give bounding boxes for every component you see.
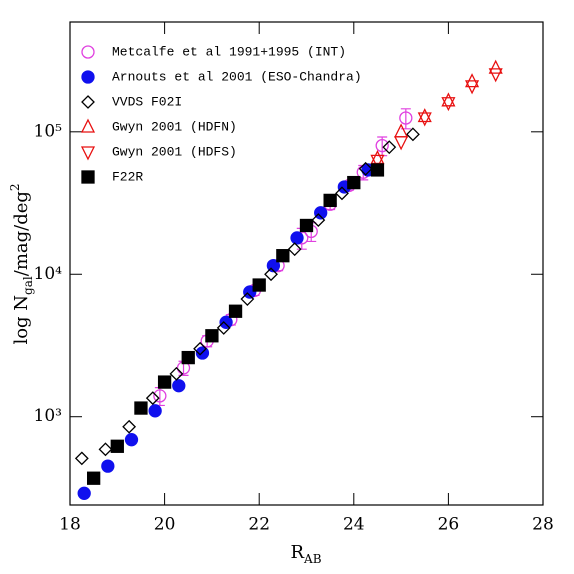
point <box>323 193 337 208</box>
y-tick-label: 10³ <box>34 406 62 426</box>
point <box>181 350 195 365</box>
legend-marker <box>81 70 95 84</box>
point <box>347 175 361 190</box>
x-tick-label: 28 <box>532 515 554 535</box>
point <box>417 112 432 127</box>
point <box>335 186 349 201</box>
x-tick-label: 20 <box>154 515 176 535</box>
x-tick-label: 26 <box>438 515 460 535</box>
legend-marker <box>80 118 96 133</box>
point <box>441 97 456 112</box>
point <box>148 404 162 418</box>
point <box>110 439 124 453</box>
y-axis-label: log Ngal/mag/deg2 <box>8 183 35 344</box>
point <box>98 442 113 457</box>
legend-label: Metcalfe et al 1991+1995 (INT) <box>112 44 346 59</box>
y-tick-label: 10⁵ <box>34 121 63 141</box>
point <box>153 389 167 403</box>
y-label-sup: 2 <box>8 183 22 191</box>
legend-label: Gwyn 2001 (HDFS) <box>112 144 237 159</box>
point <box>205 329 219 343</box>
point <box>382 140 397 155</box>
point <box>290 231 304 245</box>
point <box>370 163 385 177</box>
point <box>87 471 101 485</box>
point <box>122 419 137 434</box>
y-label-rest: /mag/deg <box>11 191 32 276</box>
point <box>314 206 328 220</box>
point <box>406 127 420 142</box>
y-tick-label: 10⁴ <box>34 264 63 284</box>
point <box>311 213 326 228</box>
x-label-sub: AB <box>303 552 322 566</box>
point <box>77 486 91 500</box>
point <box>193 341 207 356</box>
point <box>252 278 266 292</box>
legend-label: VVDS F02I <box>112 94 182 109</box>
point <box>375 138 389 153</box>
point <box>417 108 432 123</box>
legend-label: Arnouts et al 2001 (ESO-Chandra) <box>112 69 362 84</box>
point <box>358 161 373 176</box>
point <box>74 451 89 466</box>
point <box>441 92 456 107</box>
point <box>464 80 480 95</box>
point <box>287 242 302 257</box>
point <box>228 304 243 318</box>
y-label-main: log N <box>11 295 32 345</box>
point <box>276 249 290 263</box>
x-axis-label: RAB <box>290 542 321 566</box>
point <box>370 154 385 169</box>
point <box>488 68 503 83</box>
point <box>394 136 409 151</box>
point <box>240 292 255 306</box>
point <box>264 267 278 282</box>
point <box>157 375 172 389</box>
legend-marker <box>80 146 96 161</box>
legend-marker <box>81 170 95 184</box>
point <box>101 459 115 473</box>
x-tick-label: 22 <box>248 515 270 535</box>
y-label-sub: gal <box>21 276 35 295</box>
legend-marker <box>81 45 95 59</box>
point <box>145 391 160 406</box>
plot-frame <box>69 21 544 506</box>
legend-label: F22R <box>112 169 143 184</box>
x-tick-label: 18 <box>59 515 81 535</box>
point <box>219 315 233 329</box>
point <box>169 366 184 381</box>
point <box>399 111 413 125</box>
point <box>299 218 314 233</box>
point <box>488 59 503 74</box>
legend-label: Gwyn 2001 (HDFN) <box>112 119 237 134</box>
legend-marker <box>81 95 95 109</box>
point <box>172 379 186 393</box>
x-tick-label: 24 <box>343 515 365 535</box>
x-label-main: R <box>290 542 304 563</box>
point <box>124 433 139 447</box>
point <box>216 321 231 335</box>
point <box>134 401 148 415</box>
